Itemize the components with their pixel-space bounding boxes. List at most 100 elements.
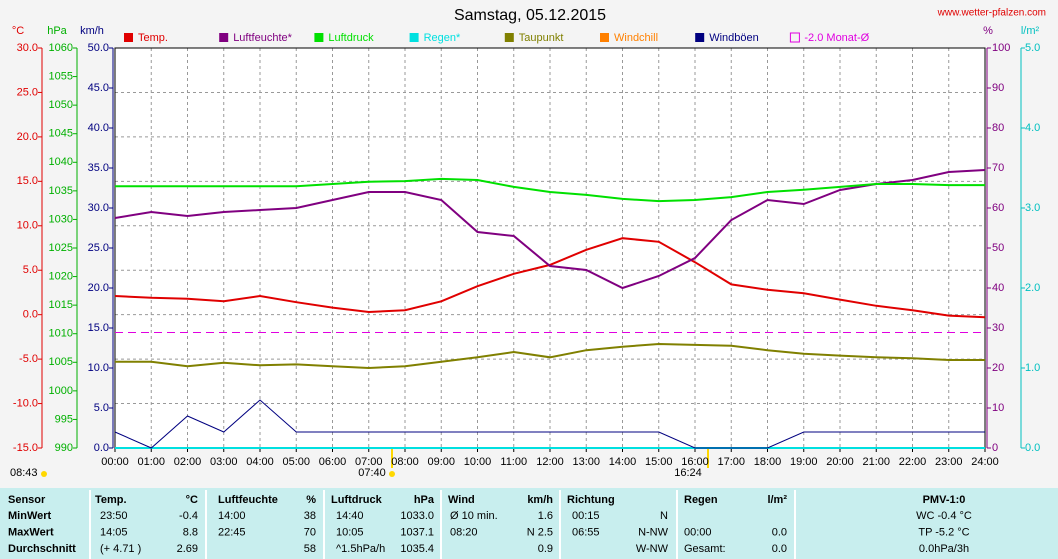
x-tick-label: 16:00 bbox=[681, 456, 709, 468]
y-tick-label: 0 bbox=[992, 442, 998, 454]
chart-title: Samstag, 05.12.2015 bbox=[454, 7, 606, 24]
x-tick-label: 24:00 bbox=[971, 456, 999, 468]
y-tick-label: 20.0 bbox=[17, 131, 38, 143]
x-tick-label: 15:00 bbox=[645, 456, 673, 468]
table-cell: 0.0 bbox=[772, 543, 787, 555]
x-tick-label: 07:00 bbox=[355, 456, 383, 468]
y-tick-label: 1030 bbox=[49, 213, 73, 225]
table-cell: 0.0hPa/3h bbox=[919, 543, 969, 555]
y-tick-label: 990 bbox=[55, 442, 73, 454]
table-cell: 00:00 bbox=[684, 526, 712, 538]
y-tick-label: 50.0 bbox=[88, 42, 109, 54]
x-tick-label: 10:00 bbox=[464, 456, 492, 468]
x-tick-label: 12:00 bbox=[536, 456, 564, 468]
y-tick-label: 30 bbox=[992, 322, 1004, 334]
y-tick-label: 10 bbox=[992, 402, 1004, 414]
y-tick-label: -10.0 bbox=[13, 397, 38, 409]
table-cell: 14:05 bbox=[100, 526, 128, 538]
legend-swatch bbox=[789, 32, 800, 43]
y-tick-label: 1010 bbox=[49, 328, 73, 340]
table-cell: N bbox=[660, 510, 668, 522]
y-tick-label: 1040 bbox=[49, 156, 73, 168]
table-cell: 1.6 bbox=[538, 510, 553, 522]
y-tick-label: 1015 bbox=[49, 299, 73, 311]
y-tick-label: 20 bbox=[992, 362, 1004, 374]
axis-unit: °C bbox=[12, 25, 24, 37]
table-cell: 00:15 bbox=[572, 510, 600, 522]
table-cell: 1033.0 bbox=[400, 510, 434, 522]
axis-unit: hPa bbox=[47, 25, 67, 37]
legend-swatch bbox=[219, 33, 229, 42]
legend-label: Windböen bbox=[709, 32, 759, 44]
x-tick-label: 02:00 bbox=[174, 456, 202, 468]
y-tick-label: 10.0 bbox=[17, 220, 38, 232]
sun-marker bbox=[389, 471, 395, 477]
annotation: 07:40 bbox=[358, 467, 386, 479]
y-tick-label: 25.0 bbox=[88, 242, 109, 254]
table-cell: 06:55 bbox=[572, 526, 600, 538]
table-cell: WC -0.4 °C bbox=[916, 510, 972, 522]
source: www.wetter-pfalzen.com bbox=[937, 8, 1046, 19]
table-cell: Gesamt: bbox=[684, 543, 726, 555]
y-tick-label: 0.0 bbox=[1025, 442, 1040, 454]
x-tick-label: 04:00 bbox=[246, 456, 274, 468]
table-background bbox=[0, 488, 1058, 559]
table-header: PMV-1:0 bbox=[923, 494, 966, 506]
table-cell: 0.0 bbox=[772, 526, 787, 538]
y-tick-label: 15.0 bbox=[17, 175, 38, 187]
y-tick-label: 40.0 bbox=[88, 122, 109, 134]
y-tick-label: 4.0 bbox=[1025, 122, 1040, 134]
y-tick-label: 0.0 bbox=[23, 309, 38, 321]
row-label: Durchschnitt bbox=[8, 543, 76, 555]
table-cell: W-NW bbox=[636, 543, 669, 555]
y-tick-label: 70 bbox=[992, 162, 1004, 174]
table-cell: N 2.5 bbox=[527, 526, 553, 538]
x-tick-label: 09:00 bbox=[427, 456, 455, 468]
annotation: 08:43 bbox=[10, 467, 38, 479]
y-tick-label: 35.0 bbox=[88, 162, 109, 174]
legend-swatch bbox=[600, 33, 609, 42]
legend-label: Regen* bbox=[424, 32, 461, 44]
y-tick-label: 1035 bbox=[49, 185, 73, 197]
y-tick-label: 1.0 bbox=[1025, 362, 1040, 374]
y-tick-label: 20.0 bbox=[88, 282, 109, 294]
y-tick-label: 30.0 bbox=[17, 42, 38, 54]
row-label: MinWert bbox=[8, 510, 52, 522]
table-cell: -0.4 bbox=[179, 510, 198, 522]
table-cell: ^1.5hPa/h bbox=[336, 543, 385, 555]
table-header: % bbox=[306, 494, 316, 506]
legend-swatch bbox=[314, 33, 324, 42]
table-cell: 8.8 bbox=[183, 526, 198, 538]
table-header: Regen bbox=[684, 494, 718, 506]
y-tick-label: 1020 bbox=[49, 270, 73, 282]
legend-label: Luftfeuchte* bbox=[233, 32, 292, 44]
table-header: Wind bbox=[448, 494, 475, 506]
table-cell: 70 bbox=[304, 526, 316, 538]
table-cell: TP -5.2 °C bbox=[918, 526, 969, 538]
table-header: Luftfeuchte bbox=[218, 494, 278, 506]
y-tick-label: 5.0 bbox=[1025, 42, 1040, 54]
y-tick-label: 0.0 bbox=[94, 442, 109, 454]
y-tick-label: 995 bbox=[55, 413, 73, 425]
table-header: hPa bbox=[414, 494, 435, 506]
annotation: 16:24 bbox=[674, 467, 702, 479]
legend-swatch bbox=[504, 33, 514, 42]
table-header: Temp. bbox=[95, 494, 127, 506]
y-tick-label: 30.0 bbox=[88, 202, 109, 214]
x-tick-label: 19:00 bbox=[790, 456, 818, 468]
table-cell: 0.9 bbox=[538, 543, 553, 555]
y-tick-label: 90 bbox=[992, 82, 1004, 94]
table-cell: 23:50 bbox=[100, 510, 128, 522]
table-cell: 2.69 bbox=[177, 543, 198, 555]
table-cell: N-NW bbox=[638, 526, 669, 538]
legend-swatch bbox=[695, 33, 705, 42]
table-header: Sensor bbox=[8, 494, 46, 506]
table-cell: 22:45 bbox=[218, 526, 246, 538]
axis-unit: % bbox=[983, 25, 993, 37]
x-tick-label: 17:00 bbox=[717, 456, 745, 468]
y-tick-label: 10.0 bbox=[88, 362, 109, 374]
y-tick-label: 1045 bbox=[49, 128, 73, 140]
table-cell: 58 bbox=[304, 543, 316, 555]
x-tick-label: 21:00 bbox=[862, 456, 890, 468]
table-cell: 1035.4 bbox=[400, 543, 434, 555]
